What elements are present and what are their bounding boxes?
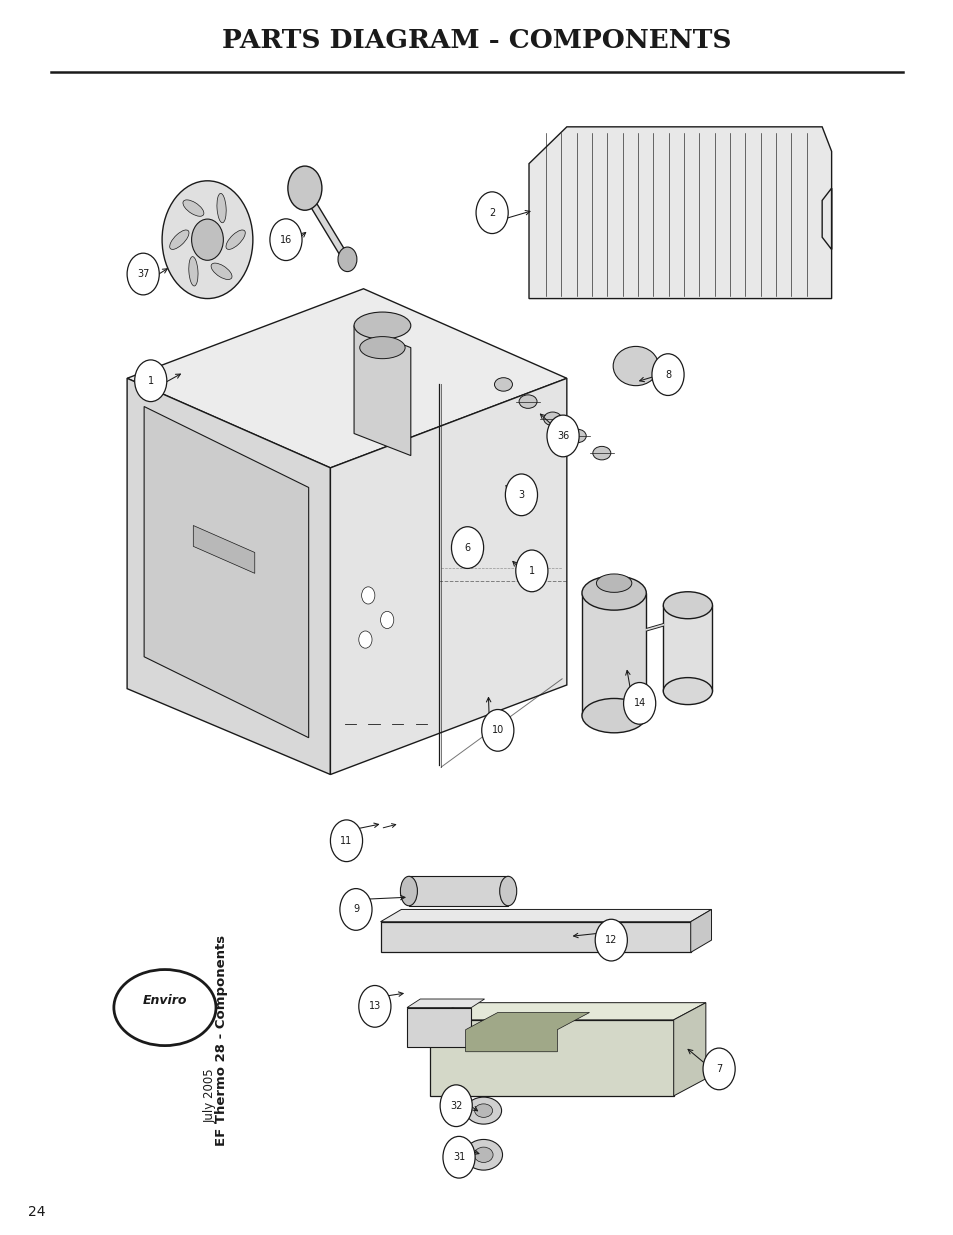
Circle shape [380,611,394,629]
Ellipse shape [211,263,232,279]
Text: 24: 24 [28,1204,45,1219]
Polygon shape [429,1003,705,1020]
Ellipse shape [581,576,645,610]
Ellipse shape [543,412,561,426]
Ellipse shape [400,877,417,905]
Text: July 2005: July 2005 [204,1068,216,1123]
Ellipse shape [354,312,411,340]
Text: 36: 36 [557,431,569,441]
Text: 2: 2 [489,207,495,217]
Circle shape [516,550,547,592]
Circle shape [134,359,167,401]
Ellipse shape [359,337,405,358]
Polygon shape [529,127,831,299]
Circle shape [442,1136,475,1178]
Circle shape [358,986,391,1028]
Polygon shape [407,1008,471,1047]
Circle shape [546,415,578,457]
Circle shape [439,1084,472,1126]
Ellipse shape [499,877,517,905]
Ellipse shape [613,346,658,385]
Polygon shape [409,877,508,905]
Text: 11: 11 [340,836,353,846]
Ellipse shape [474,1147,493,1162]
Circle shape [476,191,508,233]
Circle shape [339,889,372,930]
Polygon shape [193,526,254,573]
Text: 9: 9 [353,904,358,914]
Circle shape [127,253,159,295]
Ellipse shape [189,257,198,287]
Polygon shape [673,1003,705,1095]
Polygon shape [465,1013,589,1052]
Circle shape [595,919,627,961]
Polygon shape [407,999,484,1008]
Ellipse shape [226,230,245,249]
Polygon shape [581,593,645,715]
Ellipse shape [465,1097,501,1124]
Circle shape [337,247,356,272]
Polygon shape [662,605,712,692]
Polygon shape [127,289,566,468]
Ellipse shape [475,1104,492,1118]
Text: 8: 8 [664,369,670,379]
Circle shape [651,353,683,395]
Polygon shape [144,406,309,737]
Ellipse shape [518,395,537,409]
Ellipse shape [581,699,645,732]
Polygon shape [127,378,330,774]
Text: 13: 13 [369,1002,380,1011]
Text: 32: 32 [450,1100,462,1110]
Ellipse shape [592,446,610,459]
Ellipse shape [596,574,631,593]
Ellipse shape [170,230,189,249]
Polygon shape [380,921,690,952]
Polygon shape [354,326,411,456]
Circle shape [361,587,375,604]
Polygon shape [429,1020,673,1095]
Ellipse shape [183,200,204,216]
Circle shape [505,474,537,516]
Text: 12: 12 [604,935,617,945]
Text: 16: 16 [279,235,292,245]
Ellipse shape [464,1140,502,1170]
Text: 1: 1 [148,375,153,385]
Polygon shape [330,378,566,774]
Ellipse shape [662,592,712,619]
Circle shape [623,683,655,724]
Text: 10: 10 [491,725,503,735]
Circle shape [270,219,302,261]
Circle shape [330,820,362,862]
Polygon shape [380,909,711,921]
Circle shape [288,165,321,210]
Ellipse shape [494,378,512,391]
Text: 1: 1 [528,566,535,576]
Text: 14: 14 [633,698,645,709]
Ellipse shape [568,430,585,442]
Polygon shape [690,909,711,952]
Ellipse shape [113,969,215,1046]
Ellipse shape [216,194,226,222]
Text: 3: 3 [517,490,524,500]
Circle shape [358,631,372,648]
Circle shape [192,219,223,261]
Circle shape [481,709,514,751]
Circle shape [162,180,253,299]
Circle shape [451,526,483,568]
Text: PARTS DIAGRAM - COMPONENTS: PARTS DIAGRAM - COMPONENTS [222,28,731,53]
Circle shape [702,1049,735,1089]
Text: 37: 37 [137,269,150,279]
Text: EF Thermo 28 - Components: EF Thermo 28 - Components [215,935,228,1146]
Text: Enviro: Enviro [143,994,187,1007]
Ellipse shape [662,678,712,705]
Text: 6: 6 [464,542,470,552]
Text: 7: 7 [715,1063,721,1074]
Text: 31: 31 [453,1152,465,1162]
